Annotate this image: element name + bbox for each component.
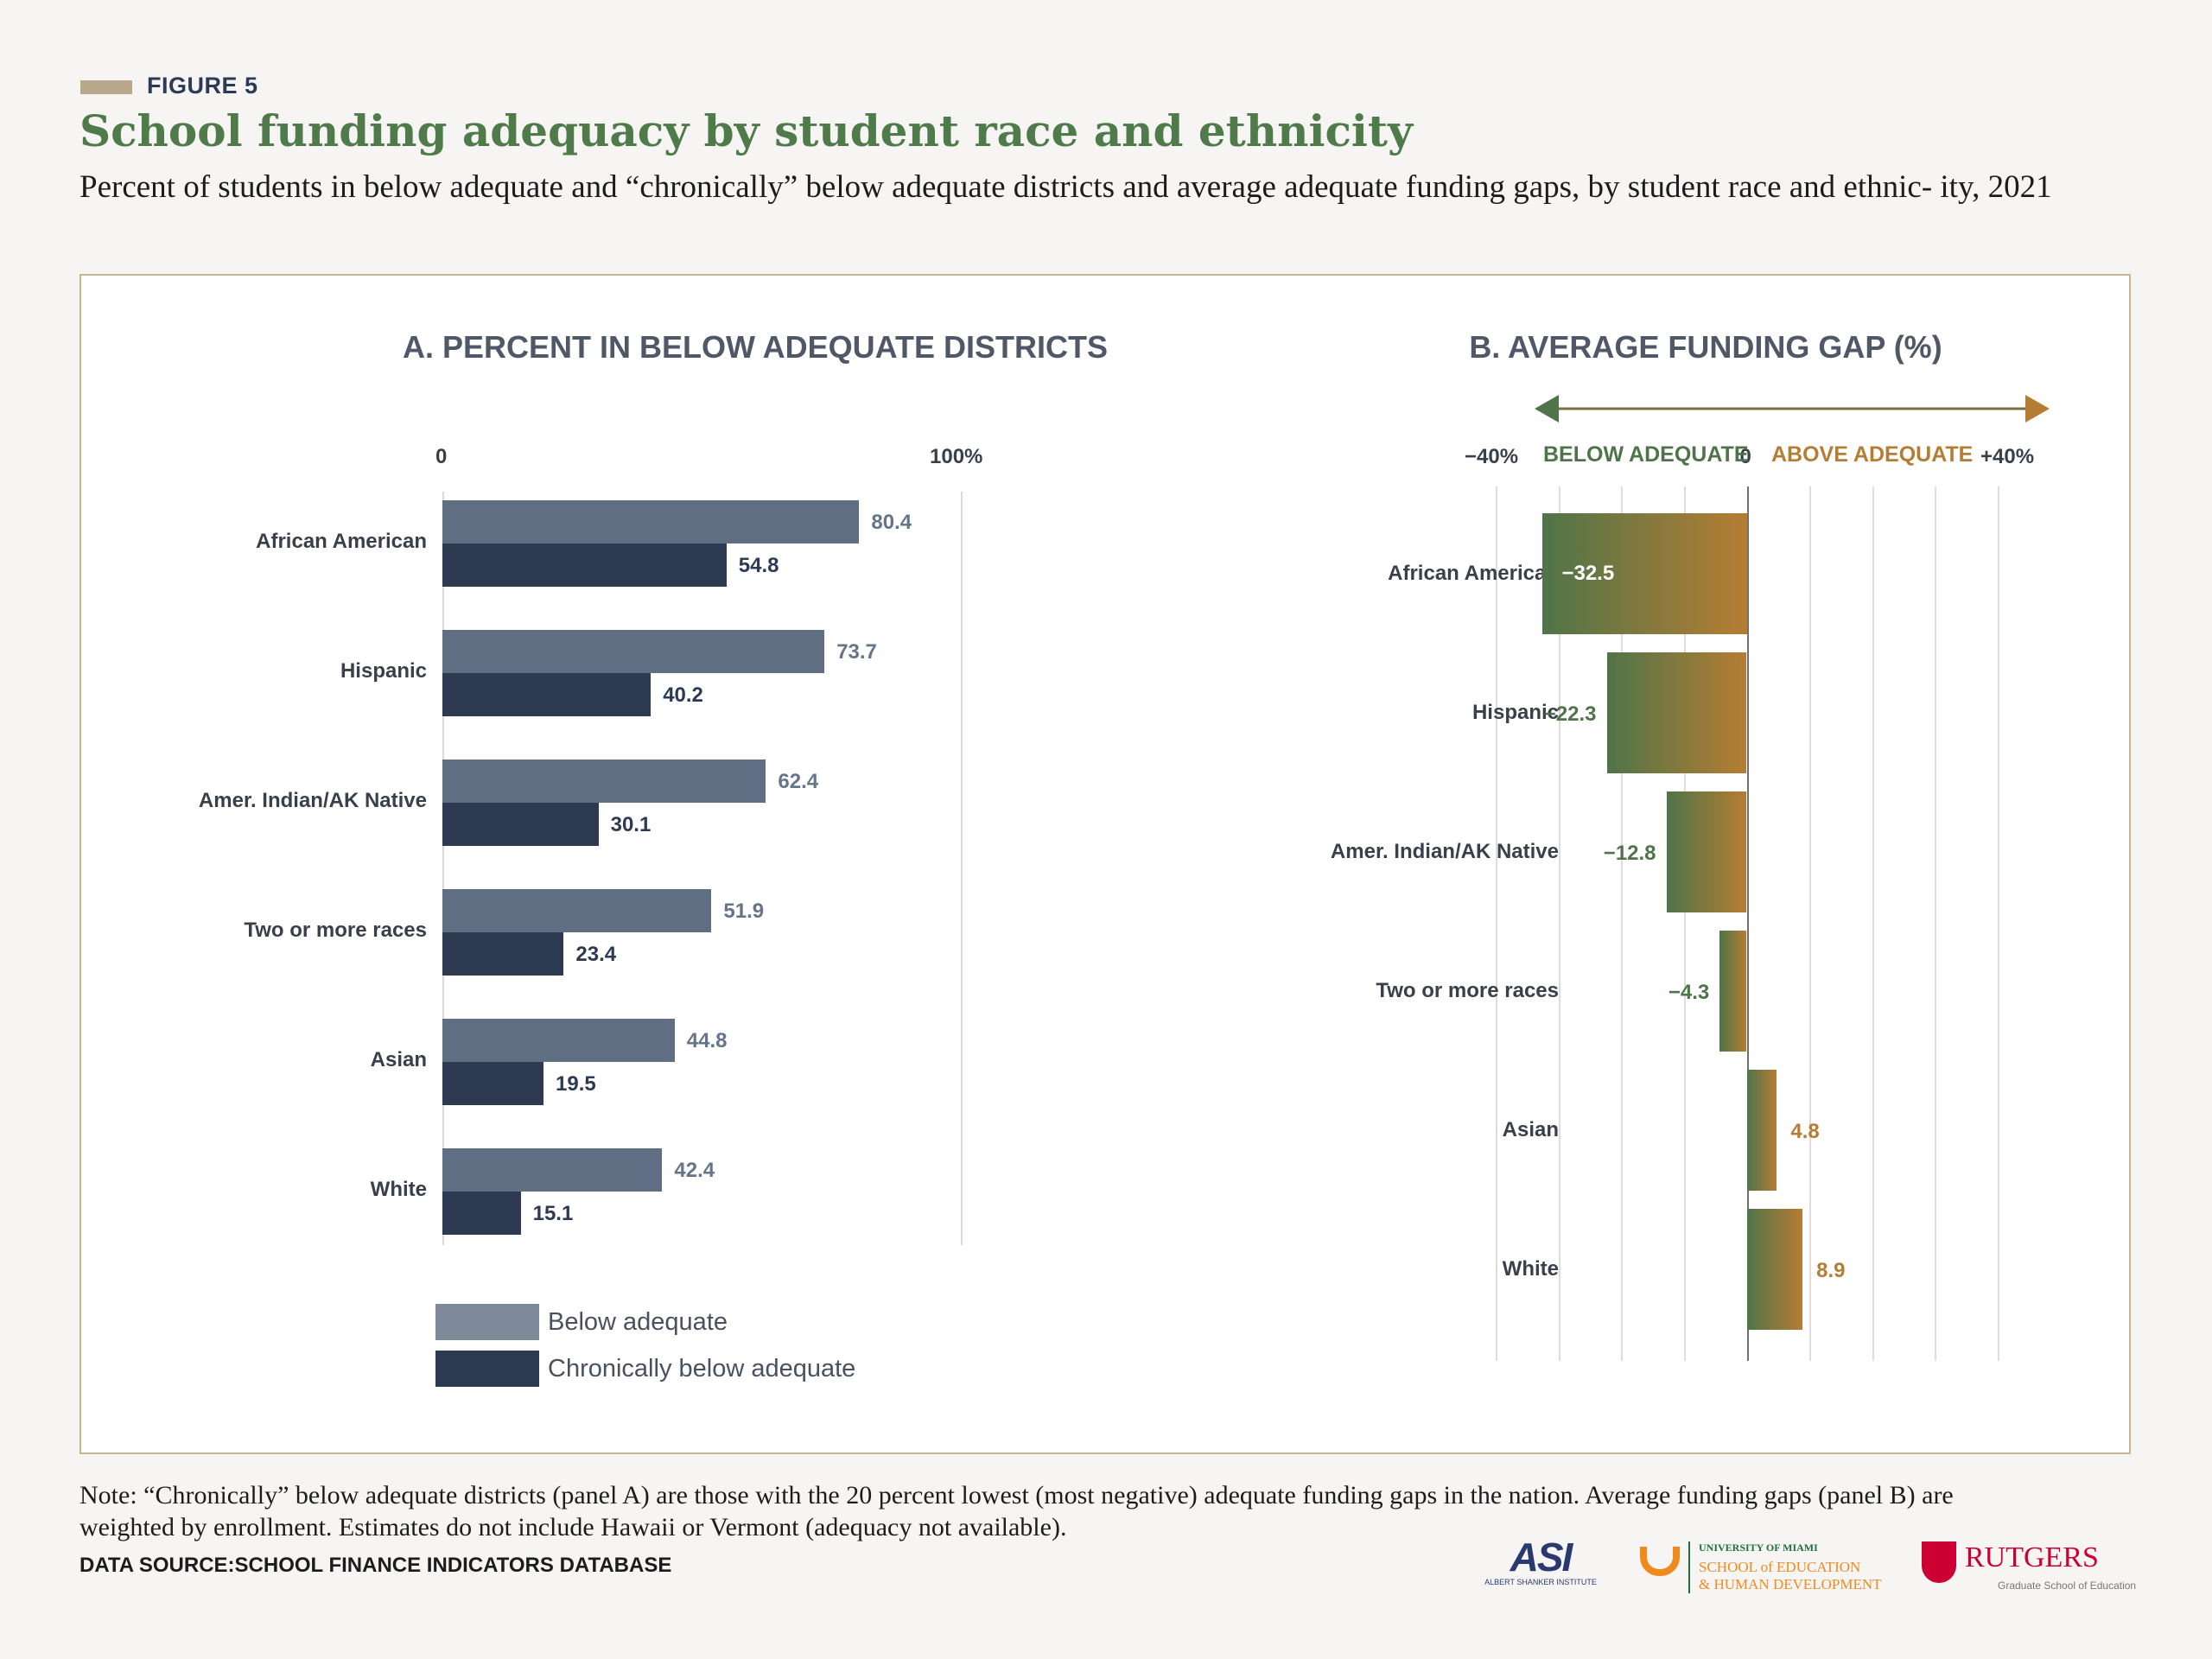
bar-below-adequate-two-or-more-races [442,889,712,932]
panel-a-gridline [961,492,963,1245]
gap-label: −4.3 [1668,981,1710,1004]
data-label: 40.2 [663,683,703,707]
bar-chronically-below-adequate-amer-indian-ak-native [442,803,599,846]
panel-b-title: B. AVERAGE FUNDING GAP (%) [1469,329,1942,365]
miami-line3: & HUMAN DEVELOPMENT [1699,1576,1882,1592]
data-label: 62.4 [778,770,819,793]
panel-b-gridline [1872,486,1874,1361]
gap-label: 4.8 [1790,1120,1820,1143]
panel-b-gridline [1558,486,1560,1361]
panel-b-gridline [1621,486,1624,1361]
panel-a-tick: 0 [435,445,448,468]
legend-swatch-chronically-below-adequate [435,1351,539,1387]
chart-panel: A. PERCENT IN BELOW ADEQUATE DISTRICTS B… [79,274,2131,1454]
bar-below-adequate-hispanic [442,630,825,673]
data-source: DATA SOURCE:SCHOOL FINANCE INDICATORS DA… [79,1554,672,1577]
category-label-b-two-or-more-races: Two or more races [1376,979,1559,1002]
direction-arrow [1535,395,2050,423]
category-label-b-hispanic: Hispanic [1471,701,1559,724]
data-label: 30.1 [610,813,652,836]
panel-b-gridline [1809,486,1812,1361]
footnote: Note: “Chronically” below adequate distr… [79,1481,1954,1541]
bar-below-adequate-white [442,1148,663,1192]
bar-chronically-below-adequate-hispanic [442,673,652,716]
panel-b-tick: 0 [1739,445,1751,468]
legend-label-chronically-below-adequate: Chronically below adequate [548,1355,856,1382]
bar-chronically-below-adequate-african-american [442,543,727,587]
asi-name: ALBERT SHANKER INSTITUTE [1484,1578,1597,1586]
data-label: 80.4 [871,511,912,534]
category-label-b-african-american: African American [1388,562,1559,585]
figure-swatch [80,80,132,94]
rutgers-sub: Graduate School of Education [1998,1580,2137,1592]
below-adequate-label: BELOW ADEQUATE [1543,442,1749,467]
bar-below-adequate-african-american [442,500,860,543]
miami-line2: SCHOOL of EDUCATION [1699,1559,1861,1575]
panel-a-title: A. PERCENT IN BELOW ADEQUATE DISTRICTS [402,329,1108,365]
category-label-two-or-more-races: Two or more races [244,918,427,942]
gap-bar-asian [1746,1070,1777,1191]
bar-chronically-below-adequate-asian [442,1062,543,1105]
category-label-hispanic: Hispanic [340,659,427,683]
panel-b-gridline [1935,486,1937,1361]
data-label: 15.1 [532,1202,574,1225]
bar-chronically-below-adequate-white [442,1192,521,1235]
category-label-b-amer-indian-ak-native: Amer. Indian/AK Native [1330,840,1559,863]
data-label: 23.4 [575,943,617,966]
data-label: 51.9 [723,899,765,923]
category-label-b-white: White [1502,1257,1559,1281]
bar-chronically-below-adequate-two-or-more-races [442,932,564,976]
above-adequate-label: ABOVE ADEQUATE [1771,442,1974,467]
data-label: 42.4 [674,1159,715,1182]
asi-mark: ASI [1510,1535,1573,1580]
chart-title: School funding adequacy by student race … [79,105,1414,156]
panel-b-gridline [1746,486,1749,1361]
panel-b-tick: −40% [1465,445,1519,468]
category-label-b-asian: Asian [1502,1118,1559,1141]
panel-b-tick: +40% [1980,445,2035,468]
panel-b-gridline [1496,486,1497,1361]
data-label: 19.5 [556,1072,596,1096]
bar-below-adequate-amer-indian-ak-native [442,760,766,803]
data-label: 73.7 [836,640,877,664]
gap-label: −22.3 [1543,702,1597,726]
miami-u-icon [1640,1547,1680,1576]
figure-label: FIGURE 5 [147,73,258,99]
gap-label: −32.5 [1561,562,1615,585]
category-label-african-american: African American [256,530,427,553]
category-label-asian: Asian [370,1048,427,1071]
data-label: 54.8 [738,554,779,577]
gap-bar-hispanic [1606,652,1747,773]
legend-label-below-adequate: Below adequate [548,1308,728,1336]
bar-below-adequate-asian [442,1019,675,1062]
gap-label: 8.9 [1816,1259,1846,1282]
gap-bar-two-or-more-races [1719,931,1747,1052]
category-label-white: White [370,1178,427,1201]
gap-bar-african-american [1542,513,1747,634]
rutgers-shield-icon [1922,1541,1956,1583]
gap-bar-amer-indian-ak-native [1666,791,1747,912]
rutgers-name: RUTGERS [1965,1541,2099,1573]
asi-logo: ASI ALBERT SHANKER INSTITUTE [1484,1536,1597,1586]
category-label-amer-indian-ak-native: Amer. Indian/AK Native [198,789,427,812]
panel-a-tick: 100% [930,445,983,468]
gap-bar-white [1746,1209,1803,1330]
miami-divider [1688,1541,1690,1593]
chart-subtitle: Percent of students in below adequate an… [79,169,2052,205]
data-label: 44.8 [686,1029,728,1052]
legend-swatch-below-adequate [435,1304,539,1340]
miami-line1: UNIVERSITY OF MIAMI [1699,1541,1818,1554]
panel-b-gridline [1683,486,1686,1361]
panel-b-gridline [1998,486,1999,1361]
gap-label: −12.8 [1603,842,1656,865]
panel-a-gridline [442,492,444,1245]
